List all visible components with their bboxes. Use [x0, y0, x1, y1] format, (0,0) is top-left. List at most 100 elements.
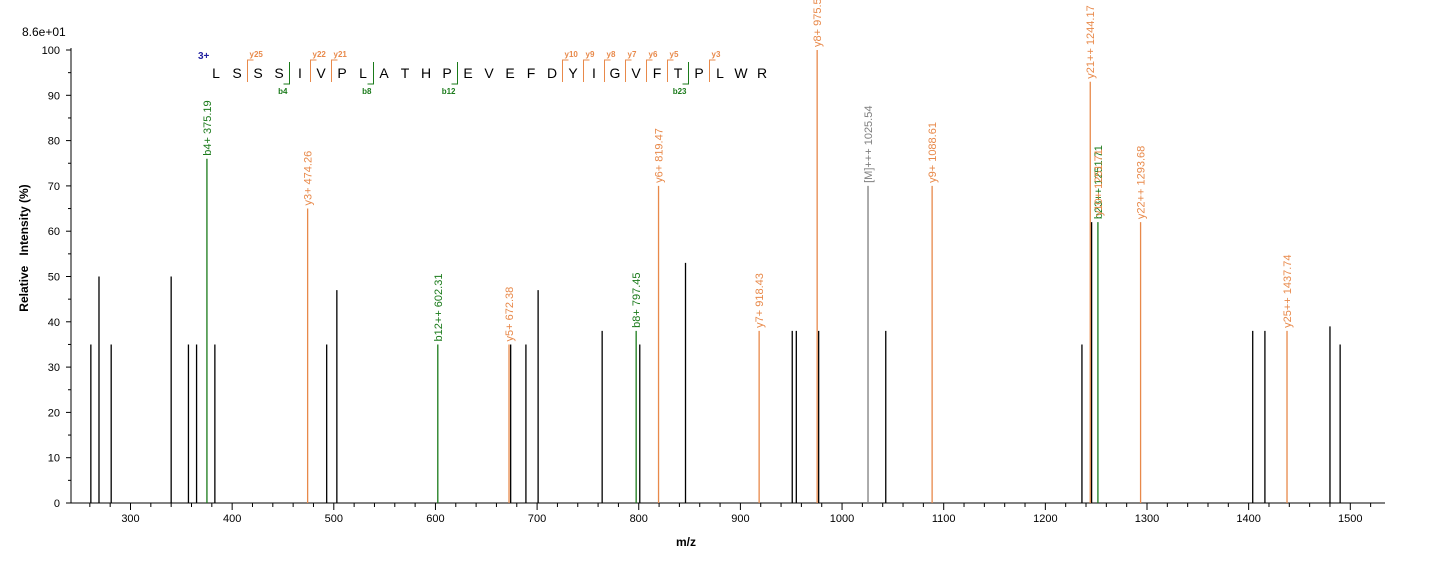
y-ion-marker: [310, 59, 317, 82]
y-ion-marker: [247, 59, 254, 82]
y-ion-marker: [331, 59, 338, 82]
x-tick-label: 1000: [830, 513, 854, 525]
peak-label: y10+ 1251.71: [1093, 149, 1105, 216]
y-axis-title: Relative Intensity (%): [17, 184, 31, 311]
y-tick-label: 90: [48, 90, 60, 102]
peak-label: [M]+++ 1025.54: [863, 106, 875, 183]
y-ion-label: y8: [607, 50, 616, 59]
y-ion-label: y9: [586, 50, 595, 59]
x-tick-label: 1400: [1236, 513, 1260, 525]
b-ion-marker: [367, 62, 374, 85]
x-tick-label: 300: [121, 513, 139, 525]
peak-label: y21++ 1244.17: [1085, 5, 1097, 78]
sequence-residue: L: [716, 65, 724, 81]
sequence-residue: R: [757, 65, 767, 81]
b-ion-label: b12: [442, 87, 456, 96]
x-tick-label: 1100: [932, 513, 956, 525]
y-tick-label: 50: [48, 272, 60, 284]
sequence-residue: H: [421, 65, 431, 81]
sequence-residue: E: [463, 65, 472, 81]
y-tick-label: 10: [48, 453, 60, 465]
sequence-residue: T: [674, 65, 683, 81]
sequence-residue: A: [379, 65, 389, 81]
y-tick-label: 20: [48, 407, 60, 419]
b-ion-label: b23: [673, 87, 687, 96]
x-tick-label: 400: [223, 513, 241, 525]
x-tick-label: 700: [528, 513, 546, 525]
y-ion-marker: [709, 59, 716, 82]
peak-label: y22++ 1293.68: [1136, 146, 1148, 219]
sequence-residue: P: [442, 65, 451, 81]
sequence-residue: F: [653, 65, 662, 81]
y-ion-marker: [562, 59, 569, 82]
sequence-residue: S: [253, 65, 262, 81]
b-ion-label: b8: [362, 87, 372, 96]
x-ticks: 300 400 500 600 700 800 900 1000 1100 1200 1300 140…: [89, 503, 1372, 525]
b-ion-marker: [682, 62, 689, 85]
sequence-residue: S: [274, 65, 283, 81]
y-ion-label: y7: [628, 50, 637, 59]
y-ion-label: y21: [334, 50, 348, 59]
y-ion-label: y10: [565, 50, 579, 59]
peak-label: b23++ 1251.71: [1093, 145, 1105, 219]
sequence-residue: D: [547, 65, 557, 81]
peak-labels: b4+ 375.19 y3+ 474.26 b12++ 602.31 y5+ 672.…: [202, 0, 1294, 341]
y-tick-label: 80: [48, 136, 60, 148]
peak-label: y7+ 918.43: [754, 273, 766, 328]
y-ion-marker: [583, 59, 590, 82]
b-ion-marker: [451, 62, 458, 85]
y-ion-label: y5: [670, 50, 679, 59]
sequence-residue: G: [610, 65, 621, 81]
sequence-residue: P: [337, 65, 346, 81]
peak-label: y3+ 474.26: [303, 151, 315, 206]
x-tick-label: 1200: [1033, 513, 1057, 525]
sequence-residue: S: [232, 65, 241, 81]
charge-state: 3+: [198, 51, 210, 62]
x-tick-label: 600: [426, 513, 444, 525]
y-ion-label: y22: [313, 50, 327, 59]
sequence-residue: L: [359, 65, 367, 81]
y-ion-marker: [604, 59, 611, 82]
max-intensity-label: 8.6e+01: [22, 25, 66, 39]
peak-label: b8+ 797.45: [631, 272, 643, 327]
y-ticks: 0 10 20 30 40 50 60 70 80 90 100: [42, 45, 71, 510]
x-tick-label: 900: [731, 513, 749, 525]
y-tick-label: 0: [54, 498, 60, 510]
sequence-residue: P: [694, 65, 703, 81]
sequence-residue: I: [298, 65, 302, 81]
sequence-residue: I: [592, 65, 596, 81]
peak-label: y9+ 1088.61: [927, 122, 939, 183]
y-tick-label: 30: [48, 362, 60, 374]
peak-label: y6+ 819.47: [654, 128, 666, 183]
sequence-residue: T: [401, 65, 410, 81]
x-tick-label: 500: [325, 513, 343, 525]
x-axis-title: m/z: [676, 535, 696, 549]
y-ion-label: y3: [712, 50, 721, 59]
peak-label: y8+ 975.51: [812, 0, 824, 47]
sequence-residue: F: [527, 65, 536, 81]
y-tick-label: 100: [42, 45, 60, 57]
peak-label: b4+ 375.19: [202, 100, 214, 155]
b-ion-label: b4: [278, 87, 288, 96]
x-tick-label: 1300: [1135, 513, 1159, 525]
sequence-residue: L: [212, 65, 220, 81]
sequence-residue: V: [316, 65, 326, 81]
y-tick-label: 60: [48, 226, 60, 238]
y-ion-marker: [625, 59, 632, 82]
y-tick-label: 70: [48, 181, 60, 193]
sequence-residue: E: [505, 65, 514, 81]
y-ion-label: y6: [649, 50, 658, 59]
sequence-residue: W: [734, 65, 748, 81]
peak-label: b12++ 602.31: [433, 274, 445, 342]
peak-label: y25++ 1437.74: [1282, 254, 1294, 327]
y-ion-label: y25: [250, 50, 264, 59]
x-tick-label: 800: [630, 513, 648, 525]
peaks: [90, 50, 1341, 503]
b-ion-marker: [283, 62, 290, 85]
x-tick-label: 1500: [1338, 513, 1362, 525]
y-ion-marker: [646, 59, 653, 82]
y-tick-label: 40: [48, 317, 60, 329]
sequence-residue: Y: [568, 65, 578, 81]
